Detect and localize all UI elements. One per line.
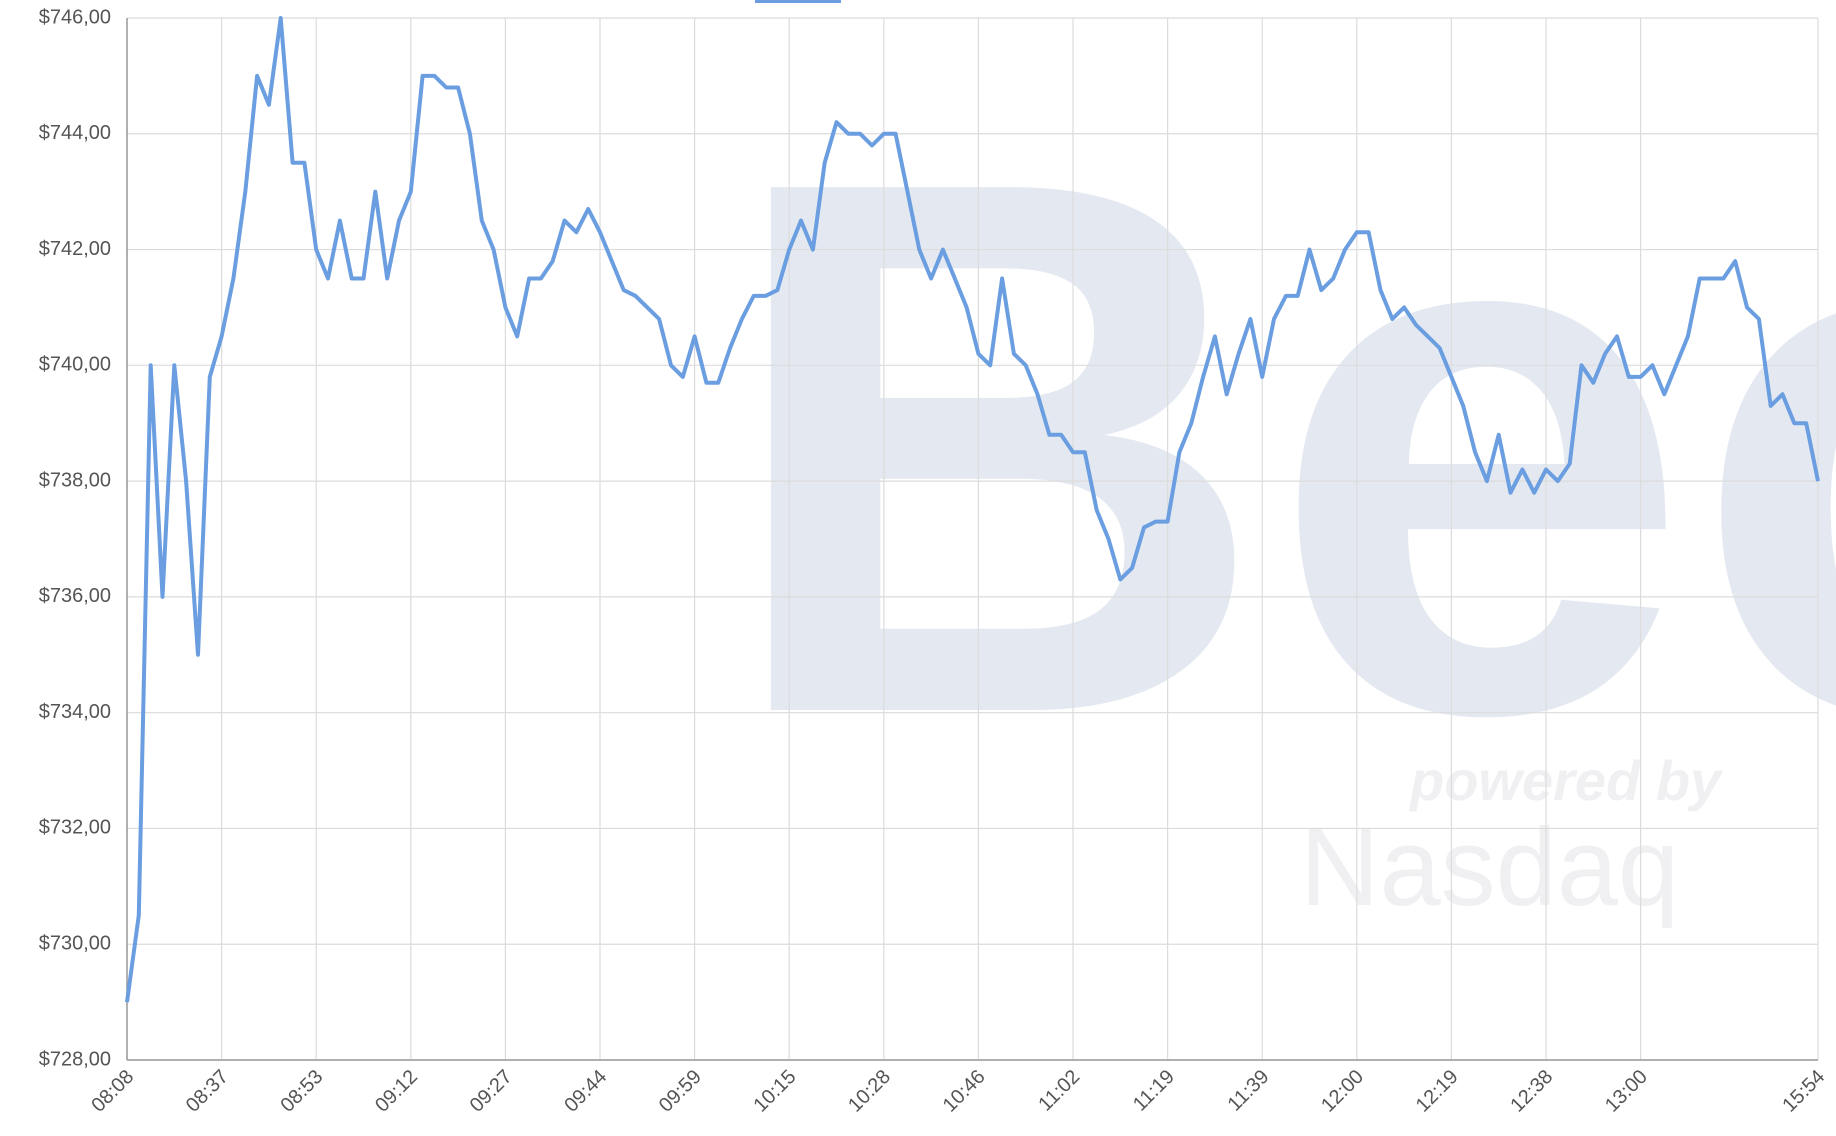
y-tick-label: $746,00	[39, 6, 111, 28]
x-tick-label: 08:37	[182, 1066, 233, 1117]
x-tick-label: 09:59	[655, 1066, 706, 1117]
y-tick-label: $736,00	[39, 585, 111, 607]
y-tick-label: $742,00	[39, 238, 111, 260]
watermark: Bec powered by Nasdaq	[720, 23, 1836, 929]
x-tick-label: 10:46	[939, 1066, 990, 1117]
watermark-logo: Bec	[720, 23, 1836, 872]
x-tick-label: 12:38	[1506, 1066, 1557, 1117]
x-tick-label: 10:15	[750, 1066, 801, 1117]
x-tick-label: 12:19	[1412, 1066, 1463, 1117]
y-tick-label: $728,00	[39, 1048, 111, 1070]
x-tick-label: 09:44	[560, 1066, 611, 1117]
x-tick-label: 15:54	[1778, 1066, 1829, 1117]
x-tick-label: 10:28	[844, 1066, 895, 1117]
x-tick-label: 11:19	[1129, 1066, 1179, 1116]
y-tick-label: $732,00	[39, 817, 111, 839]
x-tick-label: 09:12	[371, 1066, 422, 1117]
x-tick-label: 11:02	[1034, 1066, 1084, 1116]
y-tick-label: $738,00	[39, 469, 111, 491]
x-tick-label: 08:08	[87, 1066, 138, 1117]
watermark-powered: powered by	[1408, 749, 1724, 812]
x-tick-label: 11:39	[1224, 1066, 1274, 1116]
x-tick-label: 12:00	[1317, 1066, 1368, 1117]
x-tick-label: 08:53	[277, 1066, 328, 1117]
x-tick-label: 09:27	[466, 1066, 517, 1117]
y-tick-label: $744,00	[39, 122, 111, 144]
price-line	[125, 16, 1820, 1003]
y-tick-label: $734,00	[39, 701, 111, 723]
x-tick-label: 13:00	[1601, 1066, 1652, 1117]
watermark-brand: Nasdaq	[1300, 806, 1679, 929]
legend-swatch	[755, 0, 841, 3]
y-tick-label: $740,00	[39, 354, 111, 376]
y-tick-label: $730,00	[39, 933, 111, 955]
